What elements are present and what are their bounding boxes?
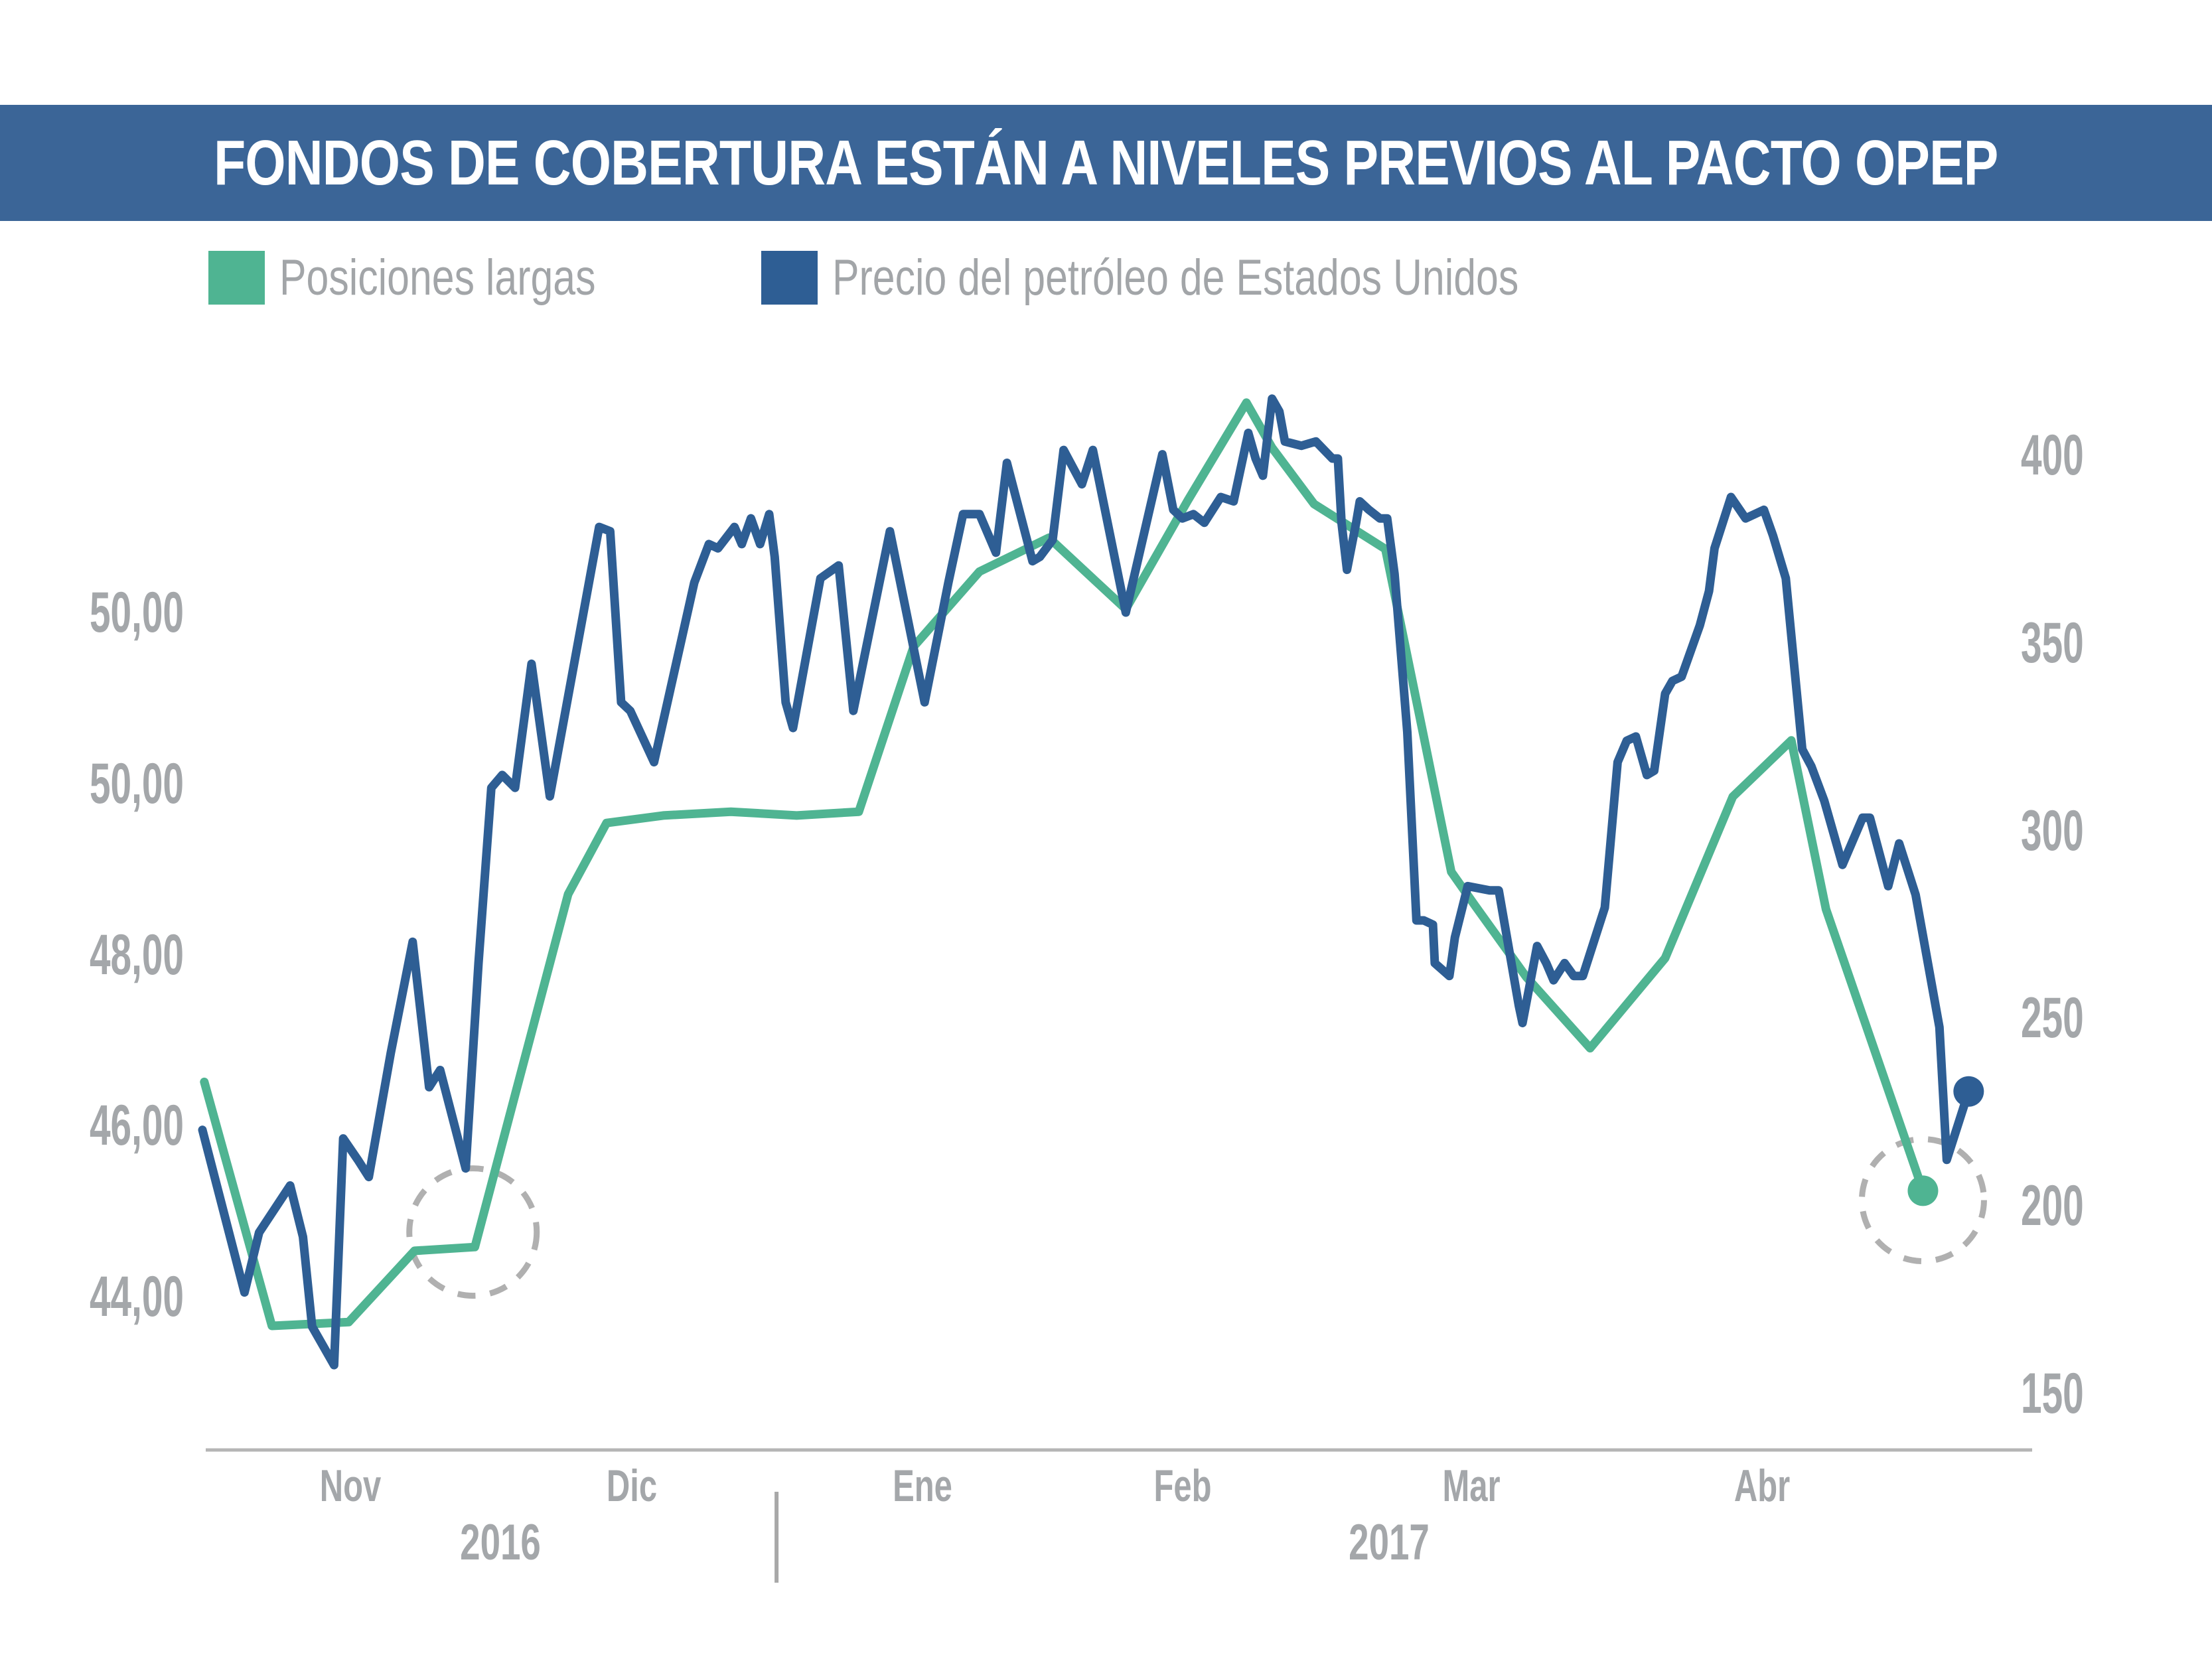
legend-swatch-precio: [761, 250, 818, 305]
month-label-dic: Dic: [607, 1461, 658, 1511]
left-axis-tick: 46,00: [89, 1094, 184, 1158]
annotation-dashed-circle-1: [406, 1165, 540, 1299]
month-label-mar: Mar: [1442, 1461, 1501, 1511]
right-axis-tick: 400: [2021, 423, 2084, 487]
left-axis-tick: 50,00: [89, 751, 184, 816]
right-axis-tick: 150: [2021, 1361, 2084, 1425]
legend-label-posiciones: Posiciones largas: [279, 249, 596, 306]
month-label-nov: Nov: [319, 1461, 382, 1511]
series-end-dot-posiciones: [1907, 1175, 1939, 1206]
month-label-abr: Abr: [1733, 1461, 1791, 1511]
series-line-posiciones: [200, 398, 1927, 1331]
title-bar: FONDOS DE COBERTURA ESTÁN A NIVELES PREV…: [0, 105, 2212, 221]
right-axis-tick: 300: [2021, 798, 2084, 863]
right-axis-tick: 200: [2021, 1174, 2084, 1238]
series-end-dot-precio: [1953, 1076, 1984, 1107]
left-axis-tick: 48,00: [89, 922, 184, 987]
series-line-precio: [198, 394, 1973, 1370]
month-label-feb: Feb: [1153, 1461, 1212, 1511]
annotation-dashed-circle-2: [1858, 1136, 1987, 1265]
chart-title: FONDOS DE COBERTURA ESTÁN A NIVELES PREV…: [214, 127, 1998, 198]
left-axis-tick: 44,00: [89, 1265, 184, 1329]
legend: Posiciones largas Precio del petróleo de…: [208, 249, 1690, 306]
right-axis-tick: 250: [2021, 986, 2084, 1050]
right-axis-tick: 350: [2021, 611, 2084, 675]
legend-swatch-posiciones: [208, 250, 265, 305]
year-label-2017: 2017: [1349, 1514, 1430, 1571]
month-label-ene: Ene: [893, 1461, 953, 1511]
left-axis-tick: 50,00: [89, 581, 184, 644]
legend-label-precio: Precio del petróleo de Estados Unidos: [832, 249, 1518, 306]
year-label-2016: 2016: [460, 1514, 541, 1571]
